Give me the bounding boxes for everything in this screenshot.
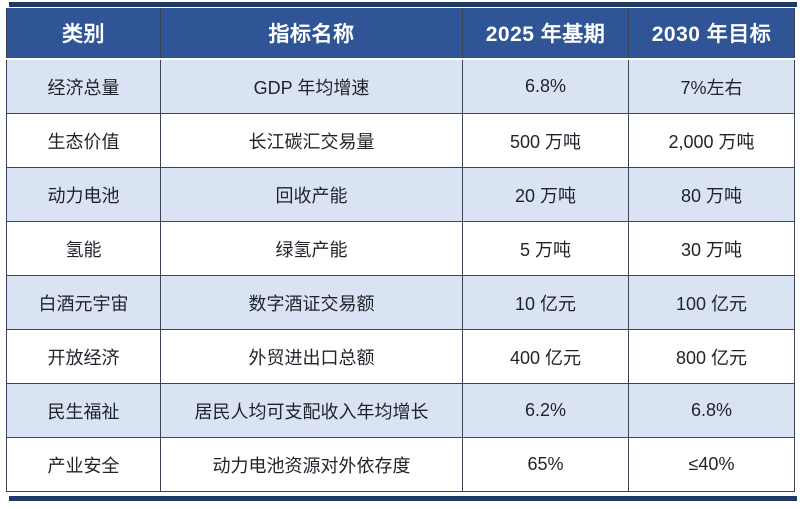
- cell-indicator: GDP 年均增速: [160, 58, 463, 114]
- col-header-category: 类别: [6, 8, 161, 60]
- table-row: 产业安全 动力电池资源对外依存度 65% ≤40%: [6, 437, 795, 492]
- cell-indicator: 数字酒证交易额: [160, 275, 463, 330]
- cell-base: 6.2%: [462, 383, 629, 438]
- header-row: 类别 指标名称 2025 年基期 2030 年目标: [6, 8, 795, 60]
- cell-category: 民生福祉: [6, 383, 161, 438]
- table-header: 类别 指标名称 2025 年基期 2030 年目标: [6, 8, 795, 60]
- cell-target: 800 亿元: [628, 329, 795, 384]
- cell-base: 20 万吨: [462, 167, 629, 222]
- cell-target: 30 万吨: [628, 221, 795, 276]
- cell-base: 6.8%: [462, 58, 629, 114]
- cell-base: 65%: [462, 437, 629, 492]
- col-header-2030-target: 2030 年目标: [628, 8, 795, 60]
- cell-indicator: 绿氢产能: [160, 221, 463, 276]
- table-row: 经济总量 GDP 年均增速 6.8% 7%左右: [6, 58, 795, 114]
- indicator-table: 类别 指标名称 2025 年基期 2030 年目标 经济总量 GDP 年均增速 …: [6, 8, 795, 492]
- cell-indicator: 外贸进出口总额: [160, 329, 463, 384]
- cell-target: 80 万吨: [628, 167, 795, 222]
- cell-category: 白酒元宇宙: [6, 275, 161, 330]
- cell-target: 7%左右: [628, 58, 795, 114]
- table-top-rule: [9, 2, 797, 7]
- cell-base: 10 亿元: [462, 275, 629, 330]
- cell-indicator: 居民人均可支配收入年均增长: [160, 383, 463, 438]
- table-row: 氢能 绿氢产能 5 万吨 30 万吨: [6, 221, 795, 276]
- cell-target: ≤40%: [628, 437, 795, 492]
- cell-indicator: 动力电池资源对外依存度: [160, 437, 463, 492]
- cell-base: 400 亿元: [462, 329, 629, 384]
- table-body: 经济总量 GDP 年均增速 6.8% 7%左右 生态价值 长江碳汇交易量 500…: [6, 58, 795, 492]
- col-header-indicator: 指标名称: [160, 8, 463, 60]
- table-bottom-rule: [9, 496, 797, 501]
- cell-category: 开放经济: [6, 329, 161, 384]
- cell-indicator: 回收产能: [160, 167, 463, 222]
- cell-category: 产业安全: [6, 437, 161, 492]
- cell-base: 500 万吨: [462, 113, 629, 168]
- table-row: 生态价值 长江碳汇交易量 500 万吨 2,000 万吨: [6, 113, 795, 168]
- table-row: 白酒元宇宙 数字酒证交易额 10 亿元 100 亿元: [6, 275, 795, 330]
- table-row: 动力电池 回收产能 20 万吨 80 万吨: [6, 167, 795, 222]
- cell-base: 5 万吨: [462, 221, 629, 276]
- cell-category: 动力电池: [6, 167, 161, 222]
- cell-category: 经济总量: [6, 58, 161, 114]
- cell-target: 6.8%: [628, 383, 795, 438]
- cell-indicator: 长江碳汇交易量: [160, 113, 463, 168]
- cell-target: 2,000 万吨: [628, 113, 795, 168]
- cell-category: 氢能: [6, 221, 161, 276]
- cell-target: 100 亿元: [628, 275, 795, 330]
- col-header-2025-base: 2025 年基期: [462, 8, 629, 60]
- table-row: 开放经济 外贸进出口总额 400 亿元 800 亿元: [6, 329, 795, 384]
- cell-category: 生态价值: [6, 113, 161, 168]
- table-row: 民生福祉 居民人均可支配收入年均增长 6.2% 6.8%: [6, 383, 795, 438]
